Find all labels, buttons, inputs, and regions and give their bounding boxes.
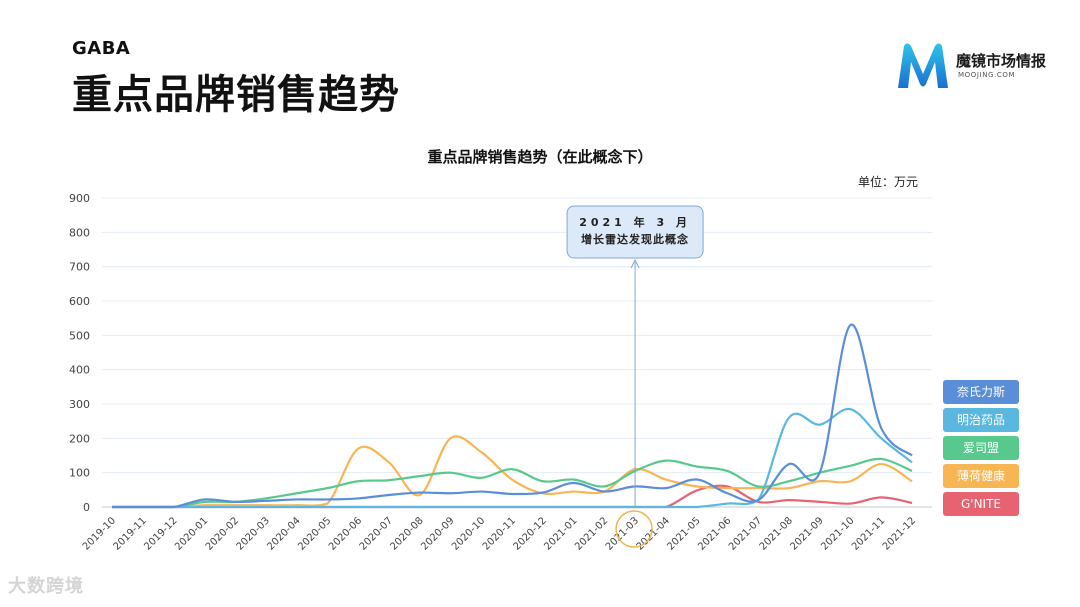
brand-logo: 魔镜市场情报 MOOJING.COM: [894, 40, 1064, 92]
x-tick-label: 2020-02: [204, 515, 241, 552]
series-line-奈氏力斯: [111, 323, 913, 509]
unit-label: 单位：万元: [857, 175, 918, 189]
y-tick-label: 500: [69, 329, 90, 342]
x-tick-label: 2021-11: [850, 515, 887, 552]
logo-name: 魔镜市场情报: [956, 52, 1047, 70]
annotation-text: 2021 年 3 月: [579, 215, 691, 229]
x-tick-label: 2020-10: [450, 515, 487, 552]
x-tick-label: 2020-07: [358, 515, 395, 552]
x-tick-label: 2019-10: [81, 515, 118, 552]
x-tick-label: 2020-09: [419, 515, 456, 552]
x-tick-label: 2021-04: [635, 515, 672, 552]
y-tick-label: 700: [69, 261, 90, 274]
chart-title: 重点品牌销售趋势（在此概念下）: [427, 148, 653, 166]
logo-sub: MOOJING.COM: [958, 71, 1016, 79]
legend-item-薄荷健康[interactable]: 薄荷健康: [943, 464, 1019, 488]
x-tick-label: 2021-12: [881, 515, 918, 552]
x-tick-label: 2020-04: [265, 515, 302, 552]
y-tick-label: 800: [69, 226, 90, 239]
watermark: 大数跨境: [8, 576, 84, 597]
x-tick-label: 2020-11: [481, 515, 518, 552]
y-tick-label: 600: [69, 295, 90, 308]
y-tick-label: 200: [69, 432, 90, 445]
x-tick-label: 2019-12: [142, 515, 179, 552]
chart-legend: 奈氏力斯明治药品爱司盟薄荷健康 G'NITE: [943, 380, 1019, 520]
y-tick-label: 300: [69, 398, 90, 411]
x-tick-label: 2021-01: [542, 515, 579, 552]
y-tick-label: 900: [69, 192, 90, 205]
y-tick-label: 400: [69, 364, 90, 377]
x-tick-label: 2020-01: [173, 515, 210, 552]
legend-item-爱司盟[interactable]: 爱司盟: [943, 436, 1019, 460]
x-tick-label: 2021-09: [788, 515, 825, 552]
y-tick-label: 100: [69, 467, 90, 480]
legend-item-G'NITE[interactable]: G'NITE: [943, 492, 1019, 516]
x-tick-label: 2021-10: [819, 515, 856, 552]
x-tick-label: 2019-11: [112, 515, 149, 552]
page-title: 重点品牌销售趋势: [72, 72, 400, 118]
y-tick-label: 0: [83, 501, 90, 514]
annotation-arrow: [630, 258, 640, 269]
x-tick-label: 2020-05: [296, 515, 333, 552]
legend-item-明治药品[interactable]: 明治药品: [943, 408, 1019, 432]
series-line-薄荷健康: [111, 435, 913, 509]
x-tick-label: 2021-06: [696, 515, 733, 552]
x-tick-label: 2020-08: [388, 515, 425, 552]
series-line-G'NITE: [111, 484, 913, 509]
series-line-爱司盟: [111, 457, 913, 509]
annotation-text: 增长雷达发现此概念: [581, 232, 689, 246]
annotation-circle: [615, 510, 653, 548]
kicker: GABA: [72, 38, 131, 59]
annotation-box: [566, 205, 704, 259]
x-tick-label: 2020-12: [512, 515, 549, 552]
m-logo-icon: [898, 43, 948, 88]
x-tick-label: 2020-06: [327, 515, 364, 552]
series-line-明治药品: [111, 407, 913, 509]
legend-item-奈氏力斯[interactable]: 奈氏力斯: [943, 380, 1019, 404]
x-tick-label: 2020-03: [235, 515, 272, 552]
x-tick-label: 2021-05: [665, 515, 702, 552]
x-tick-label: 2021-08: [758, 515, 795, 552]
x-tick-label: 2021-02: [573, 515, 610, 552]
x-tick-label: 2021-03: [604, 515, 641, 552]
x-tick-label: 2021-07: [727, 515, 764, 552]
